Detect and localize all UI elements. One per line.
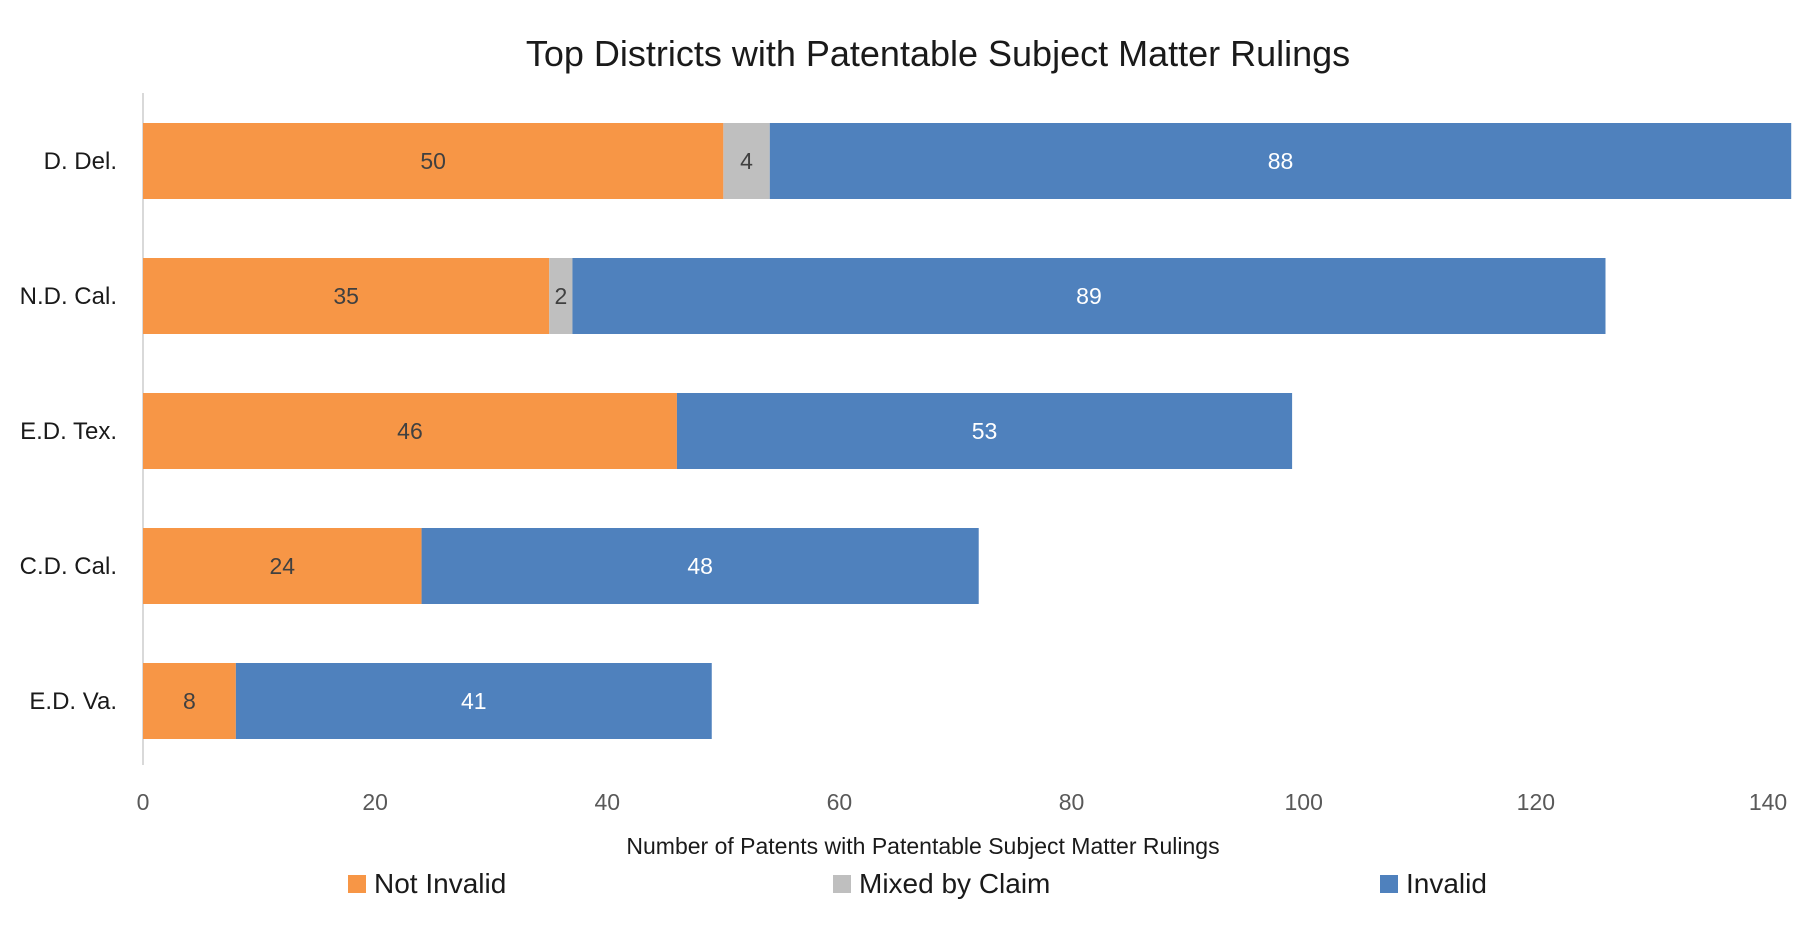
bar-not-invalid-d-del [143,123,724,199]
legend-swatch-invalid [1380,875,1398,893]
data-label-invalid-c-d-cal: 48 [687,553,713,579]
legend-label-invalid: Invalid [1406,868,1487,899]
data-label-invalid-e-d-va: 41 [461,688,487,714]
x-axis-title: Number of Patents with Patentable Subjec… [626,833,1219,859]
x-tick-label-120: 120 [1517,789,1555,815]
bar-invalid-e-d-va [235,663,712,739]
data-label-not-invalid-e-d-tex: 46 [397,418,423,444]
legend-swatch-not-invalid [348,875,366,893]
legend-label-mixed-by-claim: Mixed by Claim [859,868,1050,899]
data-label-invalid-d-del: 88 [1268,148,1294,174]
x-tick-label-20: 20 [362,789,388,815]
bars-layer [143,123,1792,739]
category-labels: D. Del. N.D. Cal. E.D. Tex. C.D. Cal. E.D. V… [20,148,117,715]
bar-invalid-n-d-cal [572,258,1606,334]
data-label-invalid-n-d-cal: 89 [1076,283,1102,309]
legend-item-invalid: Invalid [1380,868,1487,899]
bar-not-invalid-c-d-cal [143,528,422,604]
x-tick-label-60: 60 [827,789,853,815]
data-label-not-invalid-c-d-cal: 24 [269,553,295,579]
data-label-not-invalid-d-del: 50 [420,148,446,174]
x-axis-ticks: 0 20 40 60 80 100 120 140 [137,789,1788,815]
x-tick-label-0: 0 [137,789,150,815]
bar-invalid-c-d-cal [421,528,979,604]
bar-invalid-e-d-tex [676,393,1293,469]
bar-mixed-by-claim-d-del [723,123,770,199]
legend: Not Invalid Mixed by Claim Invalid [348,868,1487,899]
x-tick-label-140: 140 [1749,789,1787,815]
legend-label-not-invalid: Not Invalid [374,868,506,899]
category-label-n-d-cal: N.D. Cal. [20,283,117,310]
data-label-not-invalid-e-d-va: 8 [183,688,196,714]
bar-mixed-by-claim-n-d-cal [549,258,573,334]
bar-not-invalid-e-d-va [143,663,236,739]
data-label-mixed-by-claim-d-del: 4 [740,148,753,174]
bar-not-invalid-n-d-cal [143,258,550,334]
legend-item-not-invalid: Not Invalid [348,868,506,899]
bar-invalid-d-del [769,123,1792,199]
legend-item-mixed-by-claim: Mixed by Claim [833,868,1050,899]
category-label-c-d-cal: C.D. Cal. [20,553,117,580]
x-tick-label-40: 40 [594,789,620,815]
data-label-invalid-e-d-tex: 53 [972,418,998,444]
data-label-mixed-by-claim-n-d-cal: 2 [554,283,567,309]
category-label-e-d-va: E.D. Va. [29,688,117,715]
category-label-e-d-tex: E.D. Tex. [20,418,117,445]
data-label-not-invalid-n-d-cal: 35 [333,283,359,309]
x-tick-label-80: 80 [1059,789,1085,815]
x-tick-label-100: 100 [1285,789,1323,815]
legend-swatch-mixed-by-claim [833,875,851,893]
chart-title: Top Districts with Patentable Subject Ma… [526,33,1350,74]
bar-not-invalid-e-d-tex [143,393,677,469]
category-label-d-del: D. Del. [44,148,117,175]
